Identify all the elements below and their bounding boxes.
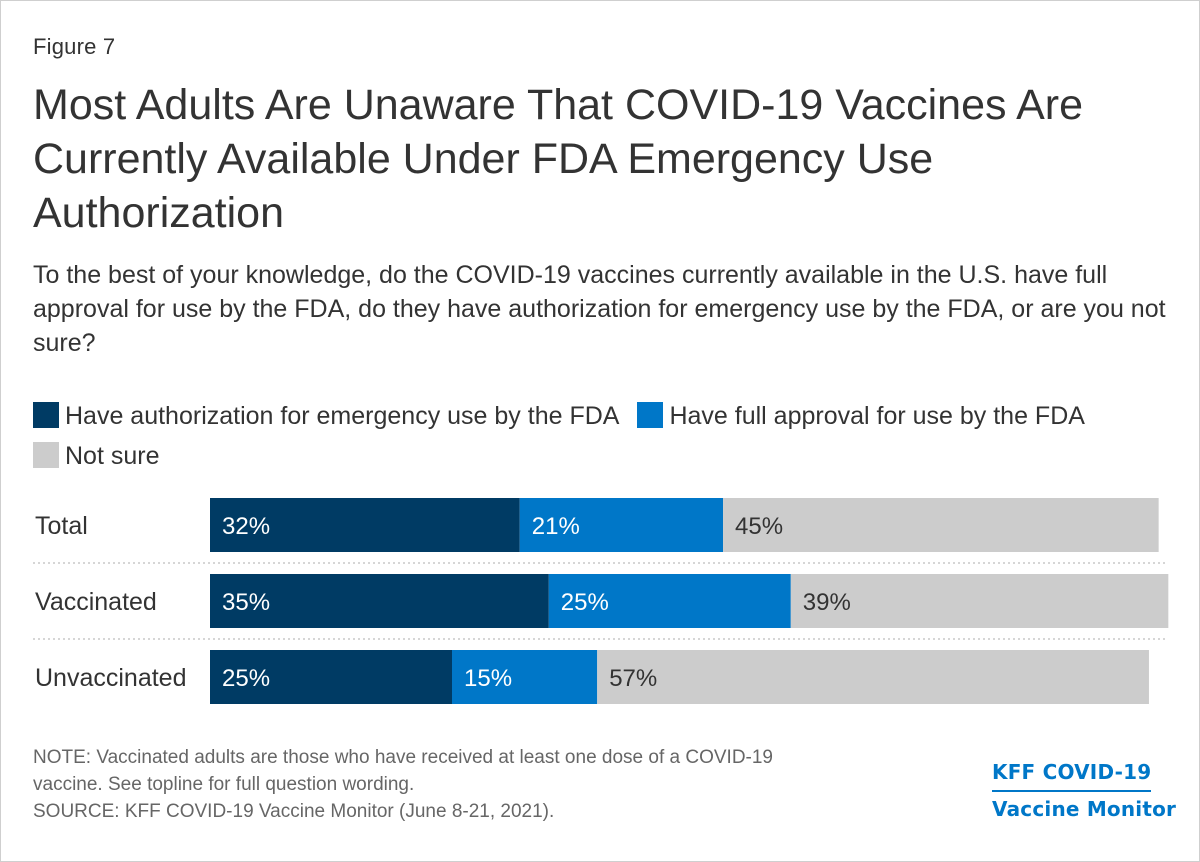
data-label-unvaccinated-series-1: 15% — [464, 665, 512, 692]
bar-unvaccinated-series-1 — [452, 650, 598, 704]
bar-vaccinated-series-2 — [790, 574, 1169, 628]
bar-unvaccinated-series-0 — [210, 650, 452, 704]
logo-line-1: KFF COVID-19 — [992, 755, 1152, 792]
data-label-unvaccinated-series-0: 25% — [222, 665, 270, 692]
note-line-2: vaccine. See topline for full question w… — [33, 774, 415, 795]
data-label-vaccinated-series-0: 35% — [222, 589, 270, 616]
figure-label: Figure 7 — [33, 34, 116, 59]
bar-total-series-1 — [519, 498, 724, 552]
category-label-vaccinated: Vaccinated — [35, 588, 157, 616]
legend-swatch-emergency — [33, 402, 59, 428]
category-label-unvaccinated: Unvaccinated — [35, 664, 186, 692]
stacked-bar-chart: Total 32% 21% 45% Vaccinated 35% 25% 39% Unvacci… — [33, 498, 1169, 704]
data-label-total-series-0: 32% — [222, 513, 270, 540]
chart-note: NOTE: Vaccinated adults are those who ha… — [33, 744, 933, 825]
logo-line-2: Vaccine Monitor — [992, 797, 1177, 821]
legend-swatch-full — [637, 402, 664, 428]
chart-title: Most Adults Are Unaware That COVID-19 Va… — [33, 81, 1083, 237]
legend-label-emergency: Have authorization for emergency use by … — [65, 402, 620, 430]
data-label-total-series-1: 21% — [532, 513, 580, 540]
chart-subtitle: To the best of your knowledge, do the CO… — [33, 261, 1166, 357]
legend-item-not-sure: Not sure — [33, 442, 159, 470]
legend-item-emergency: Have authorization for emergency use by … — [33, 402, 619, 430]
bar-unvaccinated-series-2 — [597, 650, 1149, 704]
data-label-total-series-2: 45% — [735, 513, 783, 540]
bar-total-series-2 — [723, 498, 1159, 552]
legend: Have authorization for emergency use by … — [33, 396, 1173, 476]
legend-swatch-not-sure — [33, 442, 59, 468]
bar-total-series-0 — [210, 498, 520, 552]
data-label-vaccinated-series-1: 25% — [561, 589, 609, 616]
note-line-1: NOTE: Vaccinated adults are those who ha… — [33, 747, 773, 768]
bar-vaccinated-series-1 — [548, 574, 791, 628]
bar-vaccinated-series-0 — [210, 574, 549, 628]
data-label-vaccinated-series-2: 39% — [803, 589, 851, 616]
legend-label-not-sure: Not sure — [65, 442, 160, 470]
kff-logo: KFF COVID-19 Vaccine Monitor — [992, 755, 1176, 826]
source-line: SOURCE: KFF COVID-19 Vaccine Monitor (Ju… — [33, 801, 555, 822]
data-label-unvaccinated-series-2: 57% — [609, 665, 657, 692]
category-label-total: Total — [35, 512, 88, 540]
legend-label-full: Have full approval for use by the FDA — [669, 402, 1085, 430]
